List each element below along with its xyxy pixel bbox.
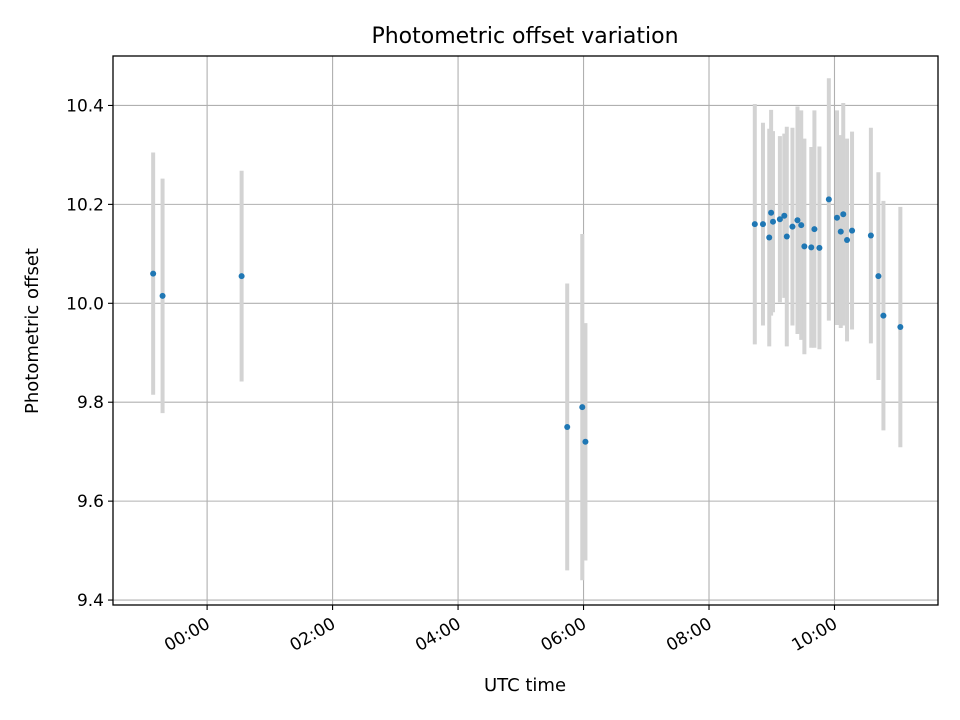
data-point: [766, 234, 773, 241]
x-tick-label: 02:00: [287, 614, 339, 656]
data-point: [582, 438, 589, 445]
error-bars: [151, 78, 903, 581]
y-tick-label: 9.6: [77, 492, 104, 512]
y-tick-label: 9.8: [77, 393, 104, 413]
data-point: [840, 211, 847, 218]
x-axis-ticks: 00:00 02:00 04:00 06:00 08:00 10:00: [161, 605, 841, 656]
data-point: [849, 227, 856, 234]
data-point: [798, 222, 805, 229]
x-tick-label: 10:00: [789, 614, 841, 656]
data-point: [783, 233, 790, 240]
data-point: [789, 223, 796, 230]
data-point: [150, 270, 157, 277]
data-point: [875, 273, 882, 280]
data-point: [768, 209, 775, 216]
data-point: [825, 196, 832, 203]
y-tick-label: 9.4: [77, 591, 104, 611]
data-point: [844, 236, 851, 243]
data-point: [159, 292, 166, 299]
y-axis-label: Photometric offset: [22, 248, 43, 414]
y-axis-ticks: 9.4 9.6 9.8 10.0 10.2 10.4: [66, 96, 113, 611]
data-point: [794, 217, 801, 224]
data-point: [867, 232, 874, 239]
data-point: [751, 221, 758, 228]
data-point: [811, 226, 818, 233]
data-point: [776, 216, 783, 223]
x-tick-label: 00:00: [161, 614, 213, 656]
x-tick-label: 08:00: [663, 614, 715, 656]
y-tick-label: 10.0: [66, 294, 104, 314]
data-point: [808, 244, 815, 251]
data-point: [833, 214, 840, 221]
data-point: [897, 324, 904, 331]
data-point: [579, 404, 586, 411]
x-axis-label: UTC time: [484, 675, 566, 696]
data-point: [564, 423, 571, 430]
data-point: [801, 243, 808, 250]
data-point: [759, 221, 766, 228]
data-point: [770, 218, 776, 225]
data-point: [816, 244, 823, 251]
data-point: [238, 273, 245, 280]
y-tick-label: 10.2: [66, 195, 104, 215]
data-point: [880, 312, 887, 319]
x-tick-label: 06:00: [538, 614, 590, 656]
data-point: [837, 228, 844, 235]
plot-frame: [112, 55, 939, 606]
chart-title: Photometric offset variation: [371, 24, 678, 49]
data-point: [781, 212, 788, 219]
x-tick-label: 04:00: [412, 614, 464, 656]
data-points: [150, 196, 904, 445]
y-tick-label: 10.4: [66, 96, 104, 116]
